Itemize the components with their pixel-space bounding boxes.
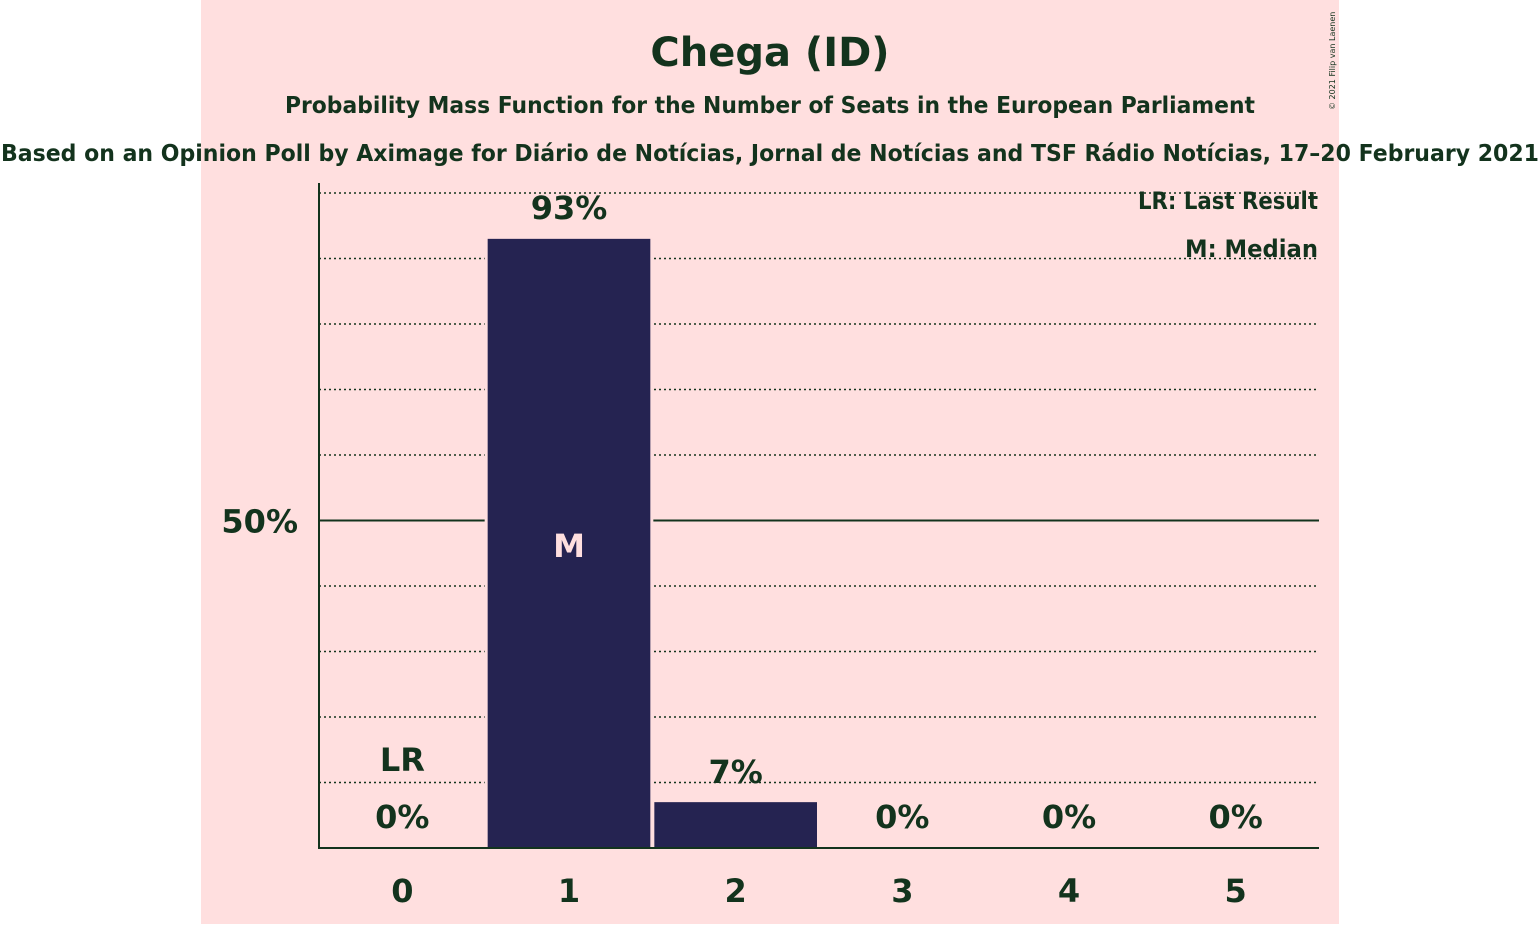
axes (318, 183, 1319, 849)
x-tick-label: 4 (1058, 872, 1080, 910)
value-label: 0% (875, 798, 929, 836)
x-tick-label: 2 (725, 872, 747, 910)
median-marker: M (553, 527, 585, 565)
legend-median: M: Median (1185, 235, 1318, 263)
x-tick-label: 3 (891, 872, 913, 910)
last-result-marker: LR (380, 741, 425, 779)
x-tick-label: 0 (391, 872, 413, 910)
chart-title: Chega (ID) (650, 30, 889, 76)
x-tick-label: 5 (1225, 872, 1247, 910)
value-label: 0% (1042, 798, 1096, 836)
bar-seats-2 (654, 802, 817, 848)
x-tick-label: 1 (558, 872, 580, 910)
bar-seats-1 (487, 238, 651, 849)
bars (484, 238, 820, 849)
value-label: 7% (709, 753, 763, 791)
chart-source-line: Based on an Opinion Poll by Aximage for … (1, 141, 1539, 167)
legend-last-result: LR: Last Result (1138, 187, 1318, 215)
value-label: 0% (375, 798, 429, 836)
value-label: 93% (531, 189, 608, 227)
copyright-notice: © 2021 Filip van Laenen (1328, 12, 1337, 110)
background-band (201, 0, 1339, 924)
y-tick-label: 50% (221, 503, 298, 541)
chart-subtitle: Probability Mass Function for the Number… (285, 93, 1255, 119)
value-label: 0% (1209, 798, 1263, 836)
